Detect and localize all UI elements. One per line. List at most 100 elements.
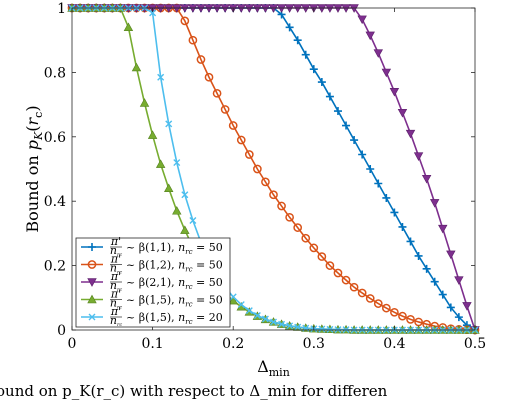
y-axis-label: Bound on pK(rc)	[23, 105, 45, 232]
series-4-point-13	[172, 206, 182, 215]
series-4-point-14	[180, 225, 190, 234]
legend-frac-num-1: π'	[110, 235, 121, 248]
series-1-point-28	[293, 36, 302, 45]
legend-frac-num-2: π'	[110, 253, 121, 266]
series-2-point-18	[212, 88, 222, 98]
x-tick-label-3: 0.3	[303, 336, 325, 352]
figure-caption: ound on p_K(r_c) with respect to Δ_min f…	[0, 382, 512, 408]
x-tick-label-5: 0.5	[464, 336, 486, 352]
legend-label-1: ~ β(1,1), nrc = 50	[126, 241, 223, 256]
legend-frac-num-3: π'	[110, 270, 121, 283]
series-1-point-44	[422, 264, 431, 273]
series-1-point-48	[454, 313, 463, 322]
series-5-point-21	[237, 301, 245, 309]
series-1-point-32	[325, 92, 334, 101]
series-2-point-25	[269, 190, 278, 200]
series-5-point-26	[278, 320, 286, 328]
legend-label-5: ~ β(1,5), nrc = 20	[126, 311, 223, 326]
series-2-point-17	[204, 72, 214, 82]
axes: 0 0.1 0.2 0.3 0.4 0.5 0 0.2 0.4 0.6 0.8 1 Δmin Bound …	[23, 1, 486, 379]
series-2-point-32	[325, 261, 335, 270]
series-4-point-7	[123, 22, 134, 32]
legend-swatch-marker-4	[87, 294, 97, 304]
series-1-point-31	[317, 78, 326, 87]
series-3-point-46	[438, 224, 448, 234]
series-5-point-10	[149, 9, 157, 17]
series-2-point-38	[373, 299, 383, 308]
y-tick-label-3: 0.6	[44, 130, 66, 146]
series-5-point-22	[245, 307, 253, 315]
series-2-point-19	[220, 105, 230, 114]
series-2-point-39	[381, 303, 391, 313]
series-5-point-23	[253, 312, 261, 320]
series-1-point-46	[438, 290, 447, 299]
series-1-point-45	[430, 277, 439, 286]
x-tick-label-4: 0.4	[383, 336, 405, 352]
series-2-point-15	[188, 35, 198, 45]
legend-entry-3: π'nrc~ β(2,1), nrc = 50	[81, 270, 223, 293]
series-5-point-13	[173, 159, 181, 167]
series-5-point-31	[318, 325, 326, 333]
series-2-point-27	[285, 212, 294, 222]
series-3-point-49	[462, 302, 472, 311]
series-5-point-20	[229, 293, 237, 301]
series-3-point-47	[446, 250, 456, 260]
series-2-point-28	[293, 223, 303, 232]
series-5-point-28	[294, 323, 302, 331]
series-2-point-36	[357, 288, 367, 298]
series-3-point-39	[381, 68, 392, 78]
series-1-point-38	[374, 179, 383, 188]
series-4-point-20	[228, 295, 238, 305]
figure-caption-text: ound on p_K(r_c) with respect to Δ_min f…	[0, 382, 388, 400]
series-1-point-35	[350, 136, 359, 145]
series-2-point-31	[317, 252, 327, 261]
series-1-point-37	[366, 165, 375, 173]
series-1-point-39	[382, 193, 391, 202]
series-1-point-30	[309, 65, 318, 74]
series-5-point-15	[189, 217, 197, 225]
series-1-point-27	[285, 23, 294, 32]
series-4-point-12	[164, 183, 174, 193]
legend: π'nrc~ β(1,1), nrc = 50π'nrc~ β(1,2), nr…	[75, 235, 231, 328]
legend-entry-5: π'nrc~ β(1,5), nrc = 20	[81, 305, 223, 328]
legend-entry-2: π'nrc~ β(1,2), nrc = 50	[81, 253, 223, 276]
x-tick-label-2: 0.2	[222, 336, 244, 352]
legend-swatch-marker-5	[88, 313, 96, 321]
series-3-point-41	[397, 108, 408, 118]
series-1-point-43	[414, 251, 423, 260]
series-1-point-42	[406, 237, 415, 246]
legend-frac-num-5: π'	[110, 305, 121, 318]
series-2-point-30	[309, 243, 319, 253]
legend-swatch-marker-3	[87, 278, 97, 287]
x-tick-label-0: 0	[68, 336, 77, 352]
series-5-point-12	[165, 120, 173, 128]
legend-label-2: ~ β(1,2), nrc = 50	[126, 259, 223, 274]
series-5-point-32	[326, 325, 334, 333]
series-2-point-42	[406, 315, 415, 324]
series-3-point-45	[429, 199, 440, 208]
series-5-point-14	[181, 191, 189, 199]
legend-label-3: ~ β(2,1), nrc = 50	[126, 276, 223, 291]
y-tick-label-1: 0.2	[44, 259, 66, 275]
series-1-point-33	[333, 107, 342, 116]
series-3-point-37	[365, 31, 375, 41]
series-1-point-47	[446, 303, 455, 312]
series-3-point-43	[413, 152, 424, 161]
series-4-point-11	[155, 159, 166, 168]
series-2-point-26	[277, 201, 286, 211]
series-3-point-40	[389, 88, 400, 97]
y-tick-label-0: 0	[57, 323, 66, 339]
series-4-point-10	[147, 130, 158, 139]
legend-swatch-marker-1	[88, 243, 96, 251]
series-2-point-37	[365, 294, 375, 303]
series-1-point-29	[301, 50, 310, 59]
legend-label-4: ~ β(1,5), nrc = 50	[126, 294, 223, 309]
series-1-point-34	[342, 121, 351, 130]
x-axis-label: Δmin	[257, 357, 290, 379]
series-2-point-33	[333, 268, 343, 278]
x-tick-label-1: 0.1	[141, 336, 163, 352]
series-2-point-23	[253, 164, 262, 174]
series-5-point-25	[270, 318, 277, 326]
y-tick-label-4: 0.8	[44, 65, 66, 81]
